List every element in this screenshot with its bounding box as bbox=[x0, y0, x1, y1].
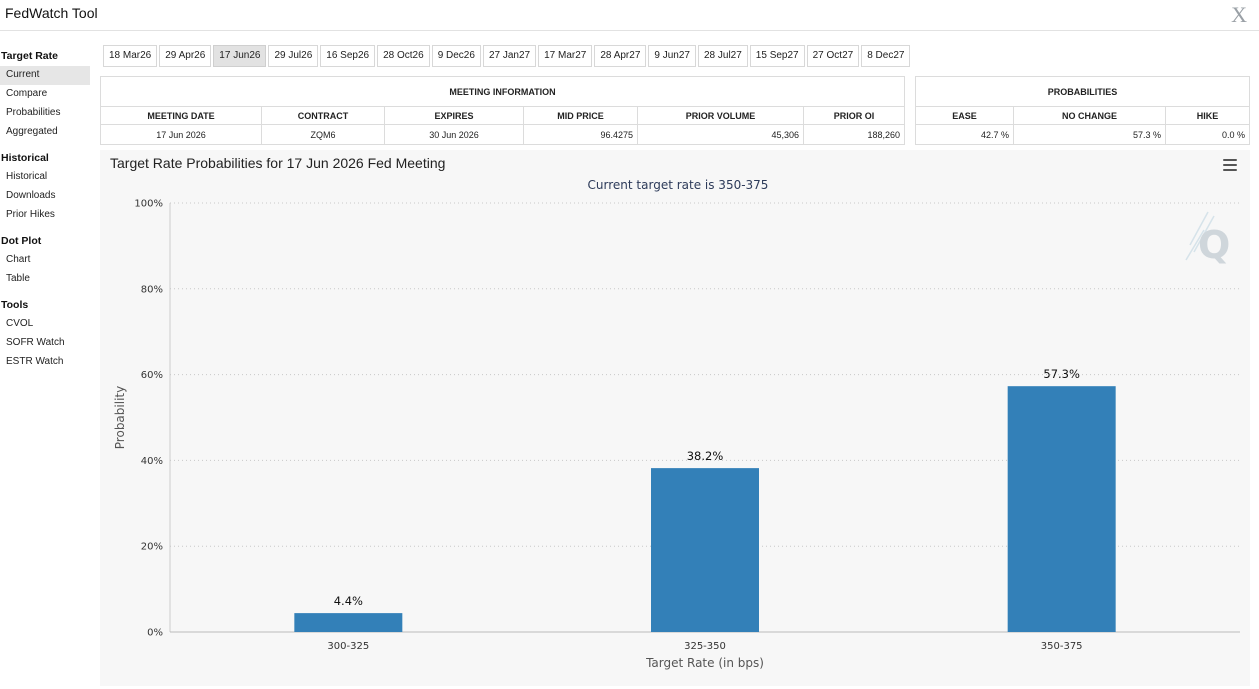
sidebar-item-downloads[interactable]: Downloads bbox=[6, 190, 56, 201]
meeting-date-tabs: 18 Mar26 29 Apr26 17 Jun26 29 Jul26 16 Sep26… bbox=[103, 45, 912, 67]
cell-expires: 30 Jun 2026 bbox=[384, 124, 524, 145]
sidebar-section: Tools CVOL SOFR Watch ESTR Watch bbox=[0, 293, 96, 372]
tab-28-oct26[interactable]: 28 Oct26 bbox=[377, 45, 430, 67]
chart-subtitle: Current target rate is 350-375 bbox=[587, 178, 769, 192]
bar-300-325[interactable] bbox=[294, 613, 403, 632]
app-header: FedWatch Tool X bbox=[0, 0, 1259, 31]
tab-8-dec27[interactable]: 8 Dec27 bbox=[861, 45, 911, 67]
x-axis-title: Target Rate (in bps) bbox=[645, 656, 764, 670]
tab-28-jul27[interactable]: 28 Jul27 bbox=[697, 45, 748, 67]
meeting-information-table: MEETING INFORMATION MEETING DATE CONTRAC… bbox=[100, 76, 905, 145]
sidebar-section: Historical Historical Downloads Prior Hikes bbox=[0, 146, 96, 225]
chart-panel: Q 0% 20% 40% 60% 80% 100% 4.4% 300-325 38.2% 325-… bbox=[100, 150, 1250, 686]
bar-data-label: 38.2% bbox=[687, 449, 724, 463]
cell-no-change: 57.3 % bbox=[1013, 124, 1166, 145]
y-tick-label: 60% bbox=[141, 370, 163, 381]
col-ease: EASE bbox=[915, 106, 1014, 125]
quikstrike-q-icon: Q bbox=[1185, 211, 1230, 267]
sidebar: Target Rate Current Compare Probabilities Ag… bbox=[0, 44, 96, 376]
y-tick-label: 100% bbox=[134, 199, 163, 210]
tab-16-sep26[interactable]: 16 Sep26 bbox=[320, 45, 376, 67]
col-no-change: NO CHANGE bbox=[1013, 106, 1166, 125]
y-tick-label: 40% bbox=[141, 456, 163, 467]
sidebar-item-historical[interactable]: Historical bbox=[6, 171, 48, 182]
cell-meeting-date: 17 Jun 2026 bbox=[100, 124, 262, 145]
app-title: FedWatch Tool bbox=[5, 5, 98, 21]
sidebar-item-cvol[interactable]: CVOL bbox=[6, 318, 34, 329]
col-contract: CONTRACT bbox=[261, 106, 385, 125]
tab-27-oct27[interactable]: 27 Oct27 bbox=[806, 45, 860, 67]
cell-prior-volume: 45,306 bbox=[637, 124, 804, 145]
sidebar-item-prior-hikes[interactable]: Prior Hikes bbox=[6, 209, 55, 220]
cell-prior-oi: 188,260 bbox=[803, 124, 905, 145]
probabilities-heading: PROBABILITIES bbox=[915, 76, 1250, 107]
y-tick-label: 0% bbox=[147, 628, 163, 639]
sidebar-item-current[interactable]: Current bbox=[0, 66, 90, 85]
meeting-information-heading: MEETING INFORMATION bbox=[100, 76, 905, 107]
chart-title: Target Rate Probabilities for 17 Jun 202… bbox=[110, 155, 446, 171]
sidebar-section: Dot Plot Chart Table bbox=[0, 229, 96, 289]
tab-9-jun27[interactable]: 9 Jun27 bbox=[648, 45, 696, 67]
sidebar-item-table[interactable]: Table bbox=[6, 273, 30, 284]
bar-325-350[interactable] bbox=[651, 468, 759, 632]
col-prior-oi: PRIOR OI bbox=[803, 106, 905, 125]
x-tick-label: 350-375 bbox=[1041, 641, 1083, 652]
y-tick-label: 80% bbox=[141, 284, 163, 295]
probabilities-table: PROBABILITIES EASE NO CHANGE HIKE 42.7 %… bbox=[915, 76, 1250, 145]
col-meeting-date: MEETING DATE bbox=[100, 106, 262, 125]
sidebar-item-compare[interactable]: Compare bbox=[6, 88, 48, 99]
bar-350-375[interactable] bbox=[1007, 386, 1116, 632]
sidebar-heading: Tools bbox=[1, 299, 29, 311]
tab-17-jun26[interactable]: 17 Jun26 bbox=[213, 45, 267, 67]
tab-28-apr27[interactable]: 28 Apr27 bbox=[594, 45, 647, 67]
col-mid-price: MID PRICE bbox=[523, 106, 638, 125]
svg-text:Q: Q bbox=[1198, 223, 1230, 267]
col-hike: HIKE bbox=[1165, 106, 1250, 125]
cell-mid-price: 96.4275 bbox=[523, 124, 638, 145]
y-tick-label: 20% bbox=[141, 542, 163, 553]
sidebar-heading: Target Rate bbox=[1, 50, 58, 62]
cell-contract: ZQM6 bbox=[261, 124, 385, 145]
hamburger-menu-icon[interactable] bbox=[1223, 159, 1237, 171]
sidebar-item-aggregated[interactable]: Aggregated bbox=[6, 126, 58, 137]
col-expires: EXPIRES bbox=[384, 106, 524, 125]
sidebar-item-sofr-watch[interactable]: SOFR Watch bbox=[6, 337, 65, 348]
tab-17-mar27[interactable]: 17 Mar27 bbox=[538, 45, 593, 67]
sidebar-heading: Dot Plot bbox=[1, 235, 42, 247]
tab-29-jul26[interactable]: 29 Jul26 bbox=[268, 45, 319, 67]
probability-bar-chart: Q 0% 20% 40% 60% 80% 100% 4.4% 300-325 38.2% 325-… bbox=[113, 199, 1240, 670]
tab-18-mar26[interactable]: 18 Mar26 bbox=[103, 45, 158, 67]
tab-15-sep27[interactable]: 15 Sep27 bbox=[749, 45, 805, 67]
sidebar-heading: Historical bbox=[1, 152, 49, 164]
bar-data-label: 57.3% bbox=[1043, 367, 1080, 381]
tab-29-apr26[interactable]: 29 Apr26 bbox=[159, 45, 212, 67]
sidebar-item-probabilities[interactable]: Probabilities bbox=[6, 107, 61, 118]
sidebar-section: Target Rate Current Compare Probabilities Ag… bbox=[0, 44, 96, 142]
close-icon[interactable]: X bbox=[1231, 2, 1247, 27]
sidebar-item-chart[interactable]: Chart bbox=[6, 254, 31, 265]
col-prior-volume: PRIOR VOLUME bbox=[637, 106, 804, 125]
cell-ease: 42.7 % bbox=[915, 124, 1014, 145]
x-tick-label: 300-325 bbox=[327, 641, 369, 652]
y-axis-title: Probability bbox=[113, 386, 127, 449]
x-tick-label: 325-350 bbox=[684, 641, 726, 652]
bar-data-label: 4.4% bbox=[334, 594, 363, 608]
tab-9-dec26[interactable]: 9 Dec26 bbox=[431, 45, 481, 67]
cell-hike: 0.0 % bbox=[1165, 124, 1250, 145]
tab-27-jan27[interactable]: 27 Jan27 bbox=[482, 45, 537, 67]
sidebar-item-estr-watch[interactable]: ESTR Watch bbox=[6, 356, 64, 367]
